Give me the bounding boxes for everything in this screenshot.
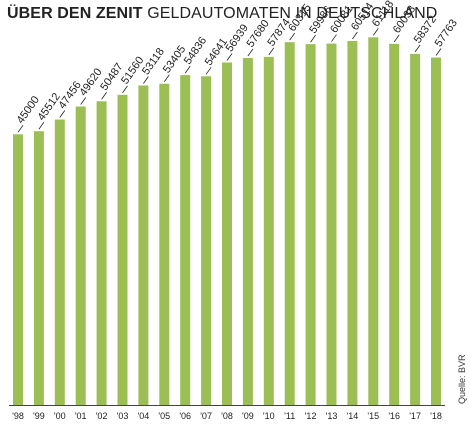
value-label-18: 60038: [391, 4, 418, 36]
value-leader-12: [268, 47, 275, 56]
value-label-16: 60514: [349, 1, 376, 33]
title-light: GELDAUTOMATEN IN DEUTSCHLAND: [147, 5, 438, 22]
bar-5: [117, 94, 128, 405]
value-leader-2: [59, 110, 66, 118]
bar-20: [431, 57, 441, 405]
category-label-1: '99: [33, 411, 45, 421]
category-label-19: '17: [409, 411, 421, 421]
category-label-15: '13: [326, 411, 338, 421]
category-label-16: '14: [347, 411, 359, 421]
value-leader-19: [414, 44, 421, 53]
category-label-10: '08: [221, 411, 233, 421]
value-leader-11: [247, 48, 254, 57]
value-leader-4: [101, 92, 107, 100]
category-label-5: '03: [117, 411, 129, 421]
category-label-0: '98: [12, 411, 24, 421]
bar-19: [410, 53, 421, 406]
category-label-7: '05: [158, 411, 170, 421]
bar-0: [13, 134, 23, 405]
value-leader-14: [310, 34, 316, 43]
value-label-11: 57680: [245, 18, 272, 50]
value-leader-1: [38, 121, 45, 130]
bar-16: [347, 40, 358, 406]
category-label-3: '01: [75, 411, 87, 421]
source-note: Quelle: BVR: [457, 354, 467, 404]
bar-17: [368, 37, 379, 405]
value-leader-20: [435, 48, 442, 56]
bar-13: [284, 42, 295, 406]
value-leader-13: [289, 32, 296, 41]
value-leader-3: [80, 97, 87, 105]
category-label-18: '16: [388, 411, 400, 421]
bar-11: [242, 58, 253, 406]
category-label-17: '15: [367, 411, 379, 421]
value-leader-8: [184, 65, 191, 74]
bar-9: [201, 76, 212, 405]
category-label-20: '18: [430, 411, 442, 421]
value-leader-0: [17, 125, 24, 133]
value-leader-5: [122, 85, 128, 94]
value-label-15: 60081: [328, 3, 355, 35]
value-label-2: 47456: [56, 79, 83, 111]
bar-3: [75, 106, 86, 405]
chart-title: ÜBER DEN ZENIT GELDAUTOMATEN IN DEUTSCHL…: [7, 5, 437, 23]
bar-2: [54, 119, 65, 406]
value-leader-18: [393, 34, 400, 43]
category-label-11: '09: [242, 411, 254, 421]
bar-7: [159, 83, 170, 406]
bar-18: [389, 43, 400, 405]
value-leader-15: [331, 34, 337, 42]
value-label-0: 45000: [15, 94, 42, 126]
category-label-14: '12: [305, 411, 317, 421]
value-leader-6: [143, 76, 149, 84]
value-leader-10: [226, 53, 233, 61]
bar-15: [326, 43, 337, 406]
bar-14: [305, 44, 316, 405]
bar-6: [138, 85, 149, 405]
category-label-12: '10: [263, 411, 275, 421]
category-label-4: '02: [96, 411, 108, 421]
category-label-2: '00: [54, 411, 66, 421]
value-leader-7: [163, 74, 170, 82]
value-leader-17: [372, 28, 379, 36]
category-label-6: '04: [138, 411, 150, 421]
category-label-13: '11: [284, 411, 295, 421]
bar-4: [96, 101, 107, 406]
bar-8: [180, 75, 191, 405]
bar-12: [263, 56, 274, 406]
category-label-8: '06: [179, 411, 191, 421]
value-leader-16: [352, 31, 358, 40]
category-label-9: '07: [200, 411, 212, 421]
bar-1: [33, 131, 44, 406]
value-leader-9: [205, 67, 212, 75]
bar-10: [222, 62, 232, 406]
title-bold: ÜBER DEN ZENIT: [7, 5, 143, 22]
